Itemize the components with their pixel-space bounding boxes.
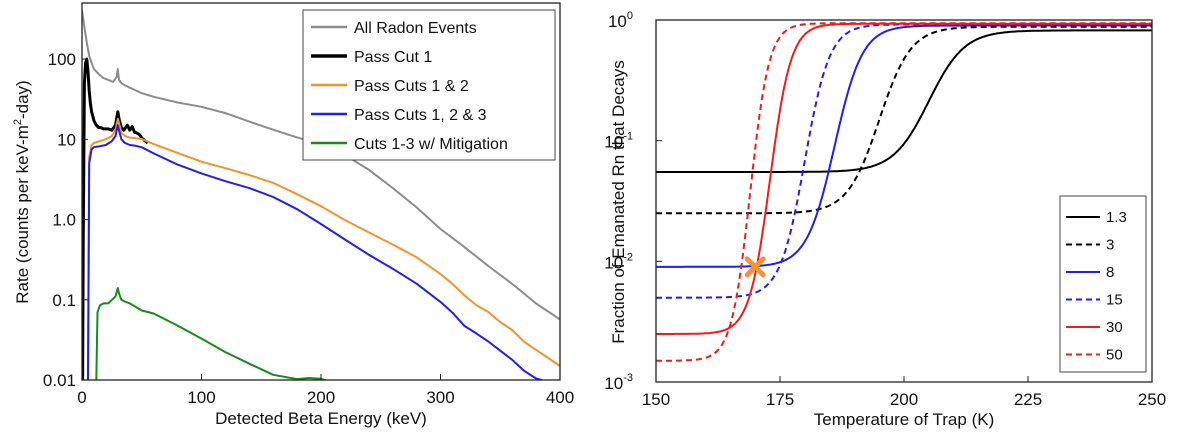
right-x-tick-label-2: 200	[890, 390, 918, 409]
right-series-lines	[656, 22, 1152, 362]
right-x-tick-label-4: 250	[1138, 390, 1166, 409]
right-series-line-8	[656, 24, 1152, 268]
right-series-line-1.3	[656, 29, 1152, 173]
left-legend-label-0: All Radon Events	[354, 20, 477, 37]
left-y-tick-label-3: 10	[57, 130, 76, 149]
right-legend-items: 1.3 3 8 15 30 50	[1066, 209, 1127, 364]
left-x-tick-label-2: 200	[307, 388, 335, 407]
left-y-axis-title: Rate (counts per keV-m2-day)	[12, 80, 32, 303]
right-series-line-3	[656, 25, 1152, 215]
right-legend-label-3: 3	[1106, 237, 1114, 254]
right-legend-label-1.3: 1.3	[1106, 209, 1127, 226]
left-series-line-3	[87, 124, 560, 380]
right-legend: 1.3 3 8 15 30 50	[1059, 195, 1147, 373]
left-legend-label-4: Cuts 1-3 w/ Mitigation	[354, 136, 508, 153]
left-axis-ticks: 0 100 200 300 400 0.01 0.1 1.0 10 100	[43, 50, 574, 407]
left-y-axis-title-end: -day)	[13, 80, 32, 119]
left-x-tick-label-0: 0	[77, 388, 86, 407]
left-x-tick-label-1: 100	[187, 388, 215, 407]
left-legend-label-1: Pass Cut 1	[354, 49, 432, 66]
left-series-line-2	[87, 117, 560, 380]
left-series-line-0	[82, 10, 560, 321]
right-legend-label-8: 8	[1106, 264, 1114, 281]
left-series-line-1	[82, 57, 149, 380]
left-y-tick-label-2: 1.0	[52, 211, 76, 230]
left-y-axis-title-sup: 2	[12, 119, 24, 125]
left-x-tick-label-3: 300	[426, 388, 454, 407]
left-y-tick-label-0: 0.01	[43, 371, 76, 390]
right-y-tick-label-3: 100	[608, 10, 633, 31]
right-legend-label-30: 30	[1106, 319, 1123, 336]
right-x-axis-title: Temperature of Trap (K)	[814, 410, 994, 429]
right-legend-label-50: 50	[1106, 347, 1123, 364]
left-series-lines	[82, 10, 560, 380]
left-y-tick-label-4: 100	[48, 50, 76, 69]
right-axis-ticks: 150 175 200 225 250 10-3 10-2 10-1 100	[604, 10, 1166, 409]
right-chart: 150 175 200 225 250 10-3 10-2 10-1 100 Temperatu…	[604, 10, 1166, 429]
right-x-tick-label-0: 150	[642, 390, 670, 409]
left-legend: All Radon Events Pass Cut 1 Pass Cuts 1 & …	[302, 9, 556, 161]
left-legend-items: All Radon Events Pass Cut 1 Pass Cuts 1 & …	[311, 20, 508, 153]
left-series-line-4	[95, 287, 329, 380]
right-marker	[744, 256, 766, 278]
left-y-axis-title-main: Rate (counts per keV-m	[13, 125, 32, 304]
right-series-line-50	[656, 22, 1152, 362]
right-legend-box	[1059, 195, 1147, 373]
left-y-tick-label-1: 0.1	[52, 291, 76, 310]
right-legend-label-15: 15	[1106, 292, 1123, 309]
right-x-tick-label-3: 225	[1014, 390, 1042, 409]
left-legend-label-2: Pass Cuts 1 & 2	[354, 78, 469, 95]
left-chart: 0 100 200 300 400 0.01 0.1 1.0 10 100 Detected Be…	[12, 2, 574, 428]
left-x-tick-label-4: 400	[546, 388, 574, 407]
right-y-tick-label-0: 10-3	[604, 372, 633, 393]
left-legend-label-3: Pass Cuts 1, 2 & 3	[354, 107, 487, 124]
left-x-axis-title: Detected Beta Energy (keV)	[215, 409, 427, 428]
right-y-tick-label-2: 10-1	[604, 131, 633, 152]
right-x-tick-label-1: 175	[766, 390, 794, 409]
right-y-axis-title: Fraction of Emanated Rn that Decays	[609, 60, 628, 343]
right-y-tick-label-1: 10-2	[604, 251, 633, 272]
right-marker-x	[744, 256, 766, 278]
